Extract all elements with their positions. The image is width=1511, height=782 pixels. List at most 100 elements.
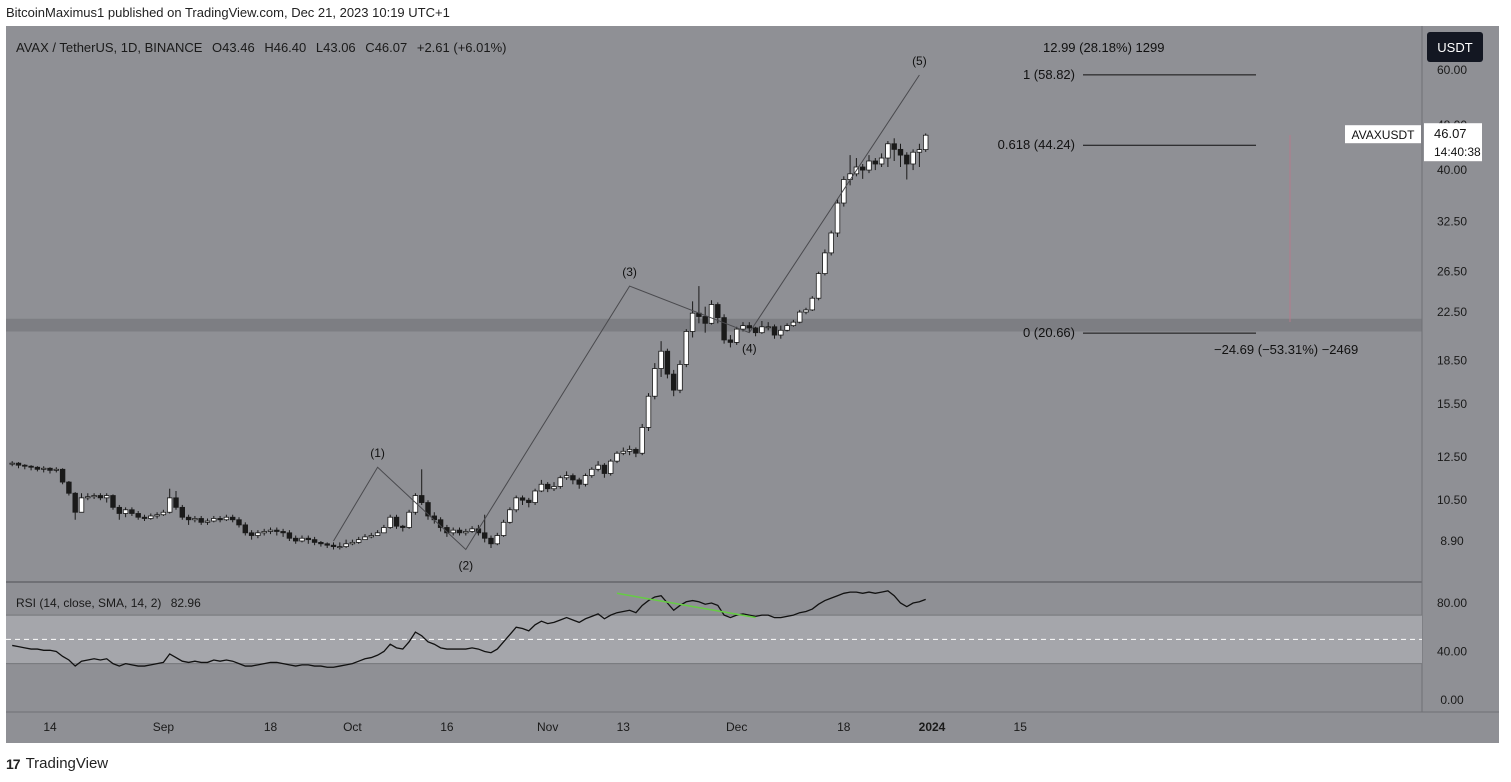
measure-bottom-label: −24.69 (−53.31%) −2469	[1214, 342, 1358, 357]
candle	[752, 326, 759, 337]
wave-label: (4)	[742, 342, 757, 356]
publisher-line: BitcoinMaximus1 published on TradingView…	[6, 5, 450, 20]
candle	[97, 493, 104, 501]
candle	[349, 539, 356, 546]
candle	[526, 497, 532, 508]
candle	[355, 536, 362, 544]
currency-badge[interactable]: USDT	[1427, 32, 1483, 62]
fib-level-label: 0 (20.66)	[1023, 325, 1075, 340]
candle	[715, 302, 721, 324]
candle	[614, 451, 620, 464]
candle	[337, 542, 343, 550]
time-tick-label: Nov	[537, 720, 558, 734]
tradingview-logo-icon: 17	[6, 755, 21, 772]
candle	[229, 514, 236, 523]
rsi-axis[interactable]: 80.00 40.00 0.00	[1437, 596, 1467, 707]
candle	[91, 493, 97, 500]
candle	[34, 466, 41, 472]
candle	[916, 143, 923, 168]
time-tick-label: 15	[1014, 720, 1028, 734]
candle	[374, 530, 381, 536]
candle	[620, 447, 626, 456]
measure-top-label: 12.99 (28.18%) 1299	[1043, 40, 1164, 55]
candle	[904, 152, 910, 180]
candle	[765, 322, 771, 331]
candle	[267, 527, 274, 535]
candle	[418, 469, 425, 505]
candle	[538, 479, 545, 493]
candle	[9, 461, 15, 467]
candle	[841, 176, 847, 207]
candle	[217, 515, 223, 523]
price-panel[interactable]	[6, 26, 1422, 581]
candle	[179, 504, 185, 520]
price-tick-label: 60.00	[1437, 63, 1467, 77]
time-tick-label: Oct	[343, 720, 362, 734]
candle	[223, 514, 230, 522]
candle	[677, 360, 683, 394]
candle	[204, 518, 211, 525]
candle	[280, 528, 286, 537]
candle	[368, 532, 374, 539]
candle	[771, 324, 778, 339]
candle	[28, 465, 34, 471]
candle	[746, 322, 752, 333]
candle	[311, 536, 318, 546]
candle	[595, 461, 601, 472]
price-tick-label: 10.50	[1437, 493, 1467, 507]
candle	[299, 535, 305, 543]
candle	[626, 445, 633, 456]
time-tick-label: 13	[617, 720, 631, 734]
rsi-header: RSI (14, close, SMA, 14, 2) 82.96	[16, 596, 201, 610]
footer-brand[interactable]: 17 TradingView	[6, 755, 108, 772]
candle	[633, 447, 639, 458]
candle	[192, 515, 198, 523]
candle	[318, 541, 324, 547]
last-price-symbol: AVAXUSDT	[1352, 128, 1416, 142]
candle	[129, 507, 135, 516]
currency-badge-label: USDT	[1437, 40, 1472, 55]
candle	[803, 307, 809, 315]
candle	[78, 493, 85, 513]
candle	[702, 306, 708, 333]
candle	[689, 301, 696, 338]
candle	[47, 467, 53, 474]
time-axis[interactable]: 14 Sep 18 Oct 16 Nov 13 Dec 18 2024 15	[43, 720, 1027, 734]
candle	[815, 271, 822, 301]
candle	[274, 527, 280, 536]
fib-retracement[interactable]: 1 (58.82) 0.618 (44.24) 0 (20.66)	[998, 67, 1256, 340]
fib-level-label: 1 (58.82)	[1023, 67, 1075, 82]
candle	[576, 477, 582, 489]
candle	[885, 141, 891, 168]
divergence-line[interactable]	[616, 592, 756, 619]
price-tick-label: 40.00	[1437, 163, 1467, 177]
candle	[809, 296, 815, 311]
wave-label: (2)	[458, 558, 473, 572]
price-tick-label: 12.50	[1437, 450, 1467, 464]
candle	[236, 517, 242, 528]
time-tick-label: 18	[264, 720, 278, 734]
elliott-wave-lines[interactable]: (1) (2) (3) (4) (5)	[333, 54, 927, 572]
time-tick-label: 16	[440, 720, 454, 734]
candle	[66, 480, 72, 496]
candle	[330, 542, 337, 550]
candle	[463, 528, 469, 536]
candle	[488, 535, 494, 549]
candle	[425, 500, 431, 520]
time-tick-label: Sep	[153, 720, 175, 734]
candle	[141, 514, 148, 522]
candle	[532, 488, 538, 505]
candle	[22, 464, 28, 470]
candle	[589, 467, 595, 478]
wave-label: (5)	[912, 54, 927, 68]
candle	[734, 326, 740, 345]
candle	[255, 530, 261, 539]
candle	[878, 153, 885, 168]
candle	[570, 473, 576, 485]
candle	[507, 507, 513, 524]
time-tick-label: Dec	[726, 720, 747, 734]
candles[interactable]	[9, 133, 929, 550]
candle	[135, 511, 141, 520]
candle	[324, 542, 330, 549]
